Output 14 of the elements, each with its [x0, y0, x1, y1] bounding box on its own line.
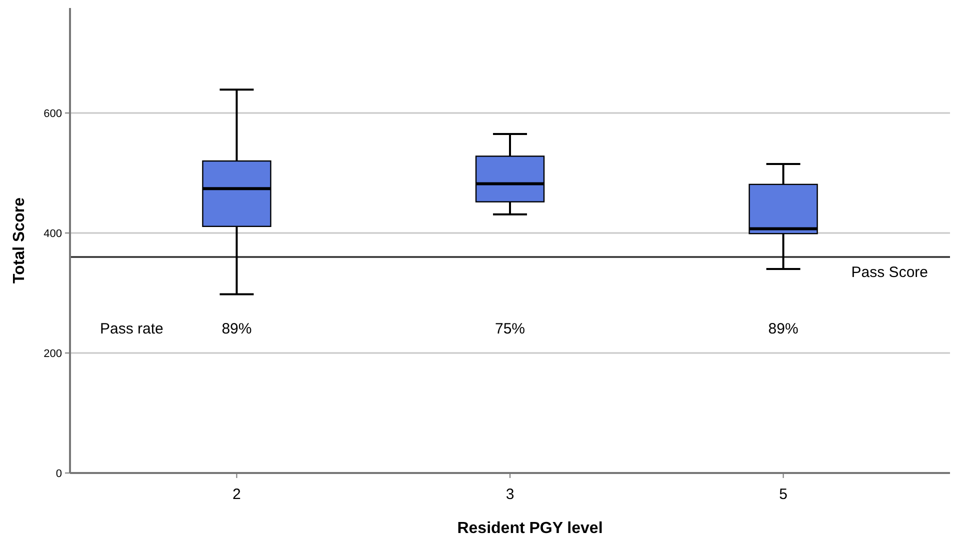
- y-tick-label: 0: [56, 468, 62, 480]
- y-tick-label: 600: [44, 108, 62, 120]
- x-tick-label: 5: [779, 486, 788, 503]
- ref-line-label: Pass Score: [851, 264, 928, 281]
- x-axis-title: Resident PGY level: [457, 520, 603, 537]
- annotation: Pass rate: [100, 320, 164, 338]
- annotation: 89%: [222, 320, 252, 338]
- x-tick-label: 3: [506, 486, 514, 503]
- annotation: 89%: [768, 320, 798, 338]
- y-tick-label: 200: [44, 348, 62, 360]
- x-tick-label: 2: [232, 486, 241, 503]
- y-axis-title: Total Score: [11, 197, 28, 284]
- annotation: 75%: [494, 320, 526, 338]
- y-tick-label: 400: [44, 228, 62, 240]
